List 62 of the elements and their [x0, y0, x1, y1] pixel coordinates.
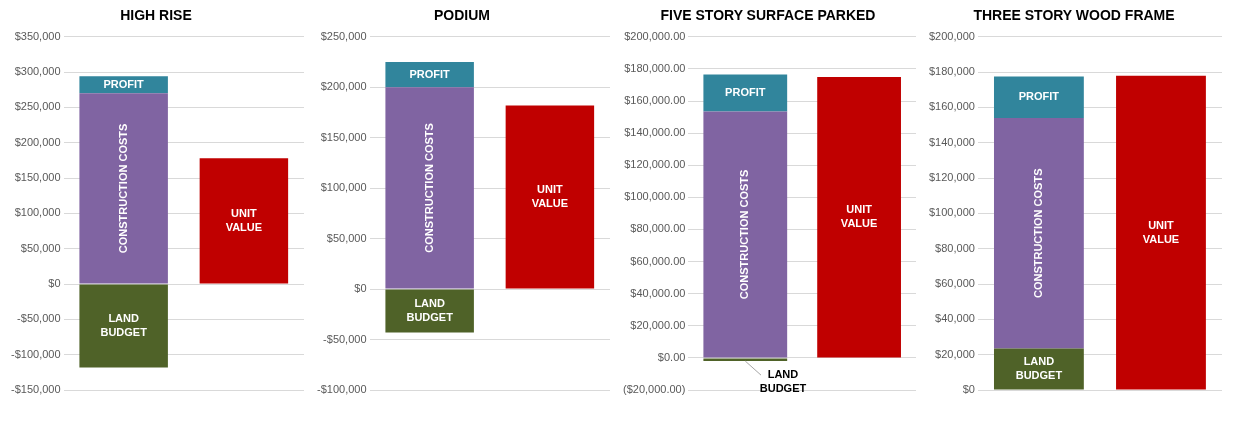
- y-tick-label: $80,000.00: [630, 222, 686, 235]
- y-tick-label: $300,000: [14, 65, 61, 78]
- y-tick-label: $250,000: [320, 29, 367, 42]
- y-tick-label: $140,000: [928, 135, 975, 148]
- series-label: CONSTRUCTION COSTS: [738, 169, 751, 300]
- y-tick-label: $250,000: [14, 100, 61, 113]
- y-tick-label: $160,000: [928, 100, 975, 113]
- series-label: LAND BUDGET: [1015, 355, 1063, 382]
- y-tick-label: $0: [354, 282, 367, 295]
- y-tick-label: $120,000: [928, 171, 975, 184]
- y-tick-label: $100,000: [320, 181, 367, 194]
- series-label: UNIT VALUE: [1142, 218, 1180, 245]
- y-tick-label: $180,000: [928, 65, 975, 78]
- y-tick-label: $40,000: [935, 312, 975, 325]
- y-tick-label: $0: [962, 383, 975, 396]
- y-tick-label: $200,000.00: [624, 29, 686, 42]
- y-tick-label: $350,000: [14, 29, 61, 42]
- y-tick-label: $20,000: [935, 347, 975, 360]
- series-label: LAND BUDGET: [759, 368, 807, 395]
- series-label: CONSTRUCTION COSTS: [422, 123, 435, 253]
- y-tick-label: $0: [48, 277, 61, 290]
- chart-title: HIGH RISE: [120, 7, 192, 24]
- y-tick-label: $100,000.00: [624, 190, 686, 203]
- series-label: PROFIT: [725, 86, 766, 99]
- y-tick-label: $140,000.00: [624, 126, 686, 139]
- y-tick-label: $120,000.00: [624, 158, 686, 171]
- series-label: LAND BUDGET: [100, 312, 148, 338]
- series-label: PROFIT: [409, 67, 451, 80]
- series-label: CONSTRUCTION COSTS: [1031, 168, 1044, 299]
- y-tick-label: $150,000: [320, 130, 367, 143]
- y-tick-label: $80,000: [935, 241, 975, 254]
- y-tick-label: -$100,000: [317, 383, 367, 396]
- series-label: PROFIT: [103, 77, 145, 90]
- y-tick-label: $40,000.00: [630, 286, 686, 299]
- y-tick-label: $20,000.00: [630, 318, 686, 331]
- y-tick-label: -$150,000: [11, 383, 61, 396]
- y-tick-label: -$50,000: [323, 332, 367, 345]
- chart-title: THREE STORY WOOD FRAME: [973, 7, 1175, 24]
- y-tick-label: $50,000: [326, 231, 367, 244]
- y-tick-label: $60,000: [935, 277, 975, 290]
- series-label: UNIT VALUE: [840, 203, 878, 230]
- y-tick-label: $200,000: [320, 80, 367, 93]
- y-tick-label: $0.00: [657, 350, 686, 363]
- y-tick-label: $200,000: [928, 29, 975, 42]
- y-tick-label: $180,000.00: [624, 61, 686, 74]
- y-tick-label: $160,000.00: [624, 94, 686, 107]
- series-label: CONSTRUCTION COSTS: [116, 123, 129, 254]
- chart-title: FIVE STORY SURFACE PARKED: [660, 7, 876, 24]
- y-tick-label: $150,000: [14, 171, 61, 184]
- series-label: LAND BUDGET: [406, 297, 454, 324]
- series-label: UNIT VALUE: [225, 206, 263, 233]
- y-tick-label: -$100,000: [11, 347, 61, 360]
- y-tick-label: $200,000: [14, 135, 61, 148]
- y-tick-label: $50,000: [20, 241, 61, 254]
- y-tick-label: $100,000: [928, 206, 975, 219]
- y-tick-label: $60,000.00: [630, 254, 686, 267]
- y-tick-label: ($20,000.00): [622, 383, 686, 396]
- y-tick-label: $100,000: [14, 206, 61, 219]
- chart-title: PODIUM: [434, 7, 490, 24]
- y-tick-label: -$50,000: [17, 312, 61, 325]
- series-label: PROFIT: [1018, 90, 1060, 103]
- series-label: UNIT VALUE: [531, 183, 569, 210]
